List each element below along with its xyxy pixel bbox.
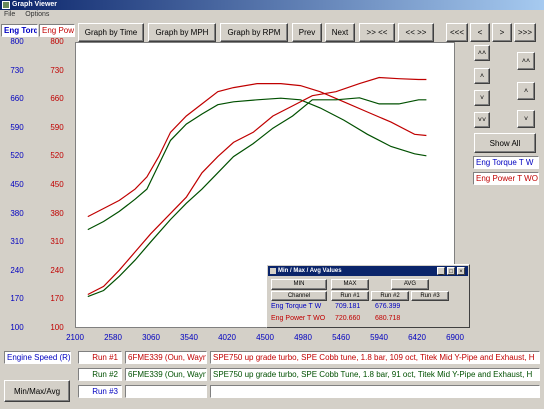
left-axis-tick: 170 [10, 294, 24, 304]
left-axis-tick: 100 [10, 323, 24, 332]
run-label-3[interactable]: Run #3 [78, 385, 122, 398]
run1-header: Run #1 [331, 291, 369, 301]
left-scale-up-up-button[interactable]: ˄˄ [474, 45, 490, 61]
dialog-run2-value-2: 680.718 [375, 315, 401, 322]
scroll-far-right-button[interactable]: >>> [514, 23, 536, 42]
min-button[interactable]: MIN [271, 279, 327, 290]
right-axis-tick: 660 [50, 94, 64, 104]
x-axis-tick: 3540 [180, 333, 198, 342]
dialog-channel-2: Eng Power T WO [271, 315, 326, 322]
title-bar: Graph Viewer [0, 0, 544, 10]
x-channel-field[interactable]: Engine Speed (R) [4, 351, 71, 364]
series-line-1 [87, 82, 427, 218]
close-button[interactable]: × [457, 267, 465, 275]
dialog-title-bar: Min / Max / Avg Values _ □ × [268, 266, 468, 276]
right-axis-tick: 450 [50, 180, 64, 189]
dialog-title: Min / Max / Avg Values [278, 268, 342, 274]
x-axis-tick: 6900 [446, 333, 464, 342]
dialog-run1-value-2: 720.660 [335, 315, 361, 322]
legend-power[interactable]: Eng Power T WO [473, 172, 539, 185]
series-line-4 [87, 97, 427, 298]
right-scale-down-button[interactable]: ˅ [517, 110, 535, 128]
window-title: Graph Viewer [12, 1, 58, 8]
next-button[interactable]: Next [325, 23, 355, 42]
min-max-avg-dialog: Min / Max / Avg Values _ □ × MIN MAX AVG… [266, 264, 470, 328]
menu-file[interactable]: File [4, 11, 16, 18]
legend-torque[interactable]: Eng Torque T W [473, 156, 539, 169]
minimize-button[interactable]: _ [437, 267, 445, 275]
left-axis-tick: 450 [10, 180, 24, 189]
graph-by-mph-button[interactable]: Graph by MPH [148, 23, 216, 42]
left-axis-tick: 520 [10, 151, 24, 161]
left-axis-tick: 380 [10, 208, 24, 218]
x-axis-tick: 5460 [332, 333, 350, 342]
right-axis-tick: 380 [50, 208, 64, 218]
x-axis-tick: 2100 [66, 333, 84, 342]
run-description-2[interactable]: SPE750 up grade turbo, SPE Cobb Tune, 1.… [210, 368, 540, 381]
left-axis-tick: 800 [10, 37, 24, 46]
series-line-2 [87, 97, 427, 231]
right-axis-tick: 170 [50, 294, 64, 304]
x-axis-tick: 4500 [256, 333, 274, 342]
graph-by-rpm-button[interactable]: Graph by RPM [220, 23, 288, 42]
run-label-2[interactable]: Run #2 [78, 368, 122, 381]
dialog-run1-value-1: 709.181 [335, 303, 361, 310]
zoom-in-button[interactable]: >> << [359, 23, 395, 42]
x-axis-tick: 6420 [408, 333, 426, 342]
x-axis-tick: 4980 [294, 333, 312, 342]
right-axis-header: Eng Powe [39, 24, 75, 37]
prev-button[interactable]: Prev [292, 23, 322, 42]
max-button[interactable]: MAX [331, 279, 369, 290]
series-line-3 [87, 76, 427, 296]
right-axis-tick: 730 [50, 65, 64, 75]
run-description-3[interactable] [210, 385, 540, 398]
left-axis-header: Eng Torq [1, 24, 38, 37]
x-axis-tick: 5940 [370, 333, 388, 342]
left-scale-down-down-button[interactable]: ˅˅ [474, 112, 490, 128]
right-axis-tick: 100 [50, 323, 64, 332]
zoom-out-button[interactable]: << >> [398, 23, 434, 42]
left-axis-tick: 730 [10, 65, 24, 75]
dialog-icon [270, 268, 276, 274]
chart-svg [87, 76, 427, 298]
x-axis-tick: 3060 [142, 333, 160, 342]
right-axis-tick: 520 [50, 151, 64, 161]
menu-bar: File Options [0, 10, 544, 20]
right-axis-tick: 800 [50, 37, 64, 46]
left-axis-tick: 240 [10, 265, 24, 275]
show-all-button[interactable]: Show All [474, 133, 536, 153]
min-max-avg-button[interactable]: Min/Max/Avg [4, 380, 70, 402]
run-description-1[interactable]: SPE750 up grade turbo, SPE Cobb tune, 1.… [210, 351, 540, 364]
right-axis-tick: 590 [50, 122, 64, 132]
left-scale-down-button[interactable]: ˅ [474, 90, 490, 106]
dialog-channel-1: Eng Torque T W [271, 303, 322, 310]
menu-options[interactable]: Options [25, 11, 50, 18]
run-name-3[interactable] [125, 385, 207, 398]
left-axis-tick: 310 [10, 237, 24, 247]
left-axis-tick: 660 [10, 94, 24, 104]
scroll-right-button[interactable]: > [492, 23, 512, 42]
run-label-1[interactable]: Run #1 [78, 351, 122, 364]
run3-header: Run #3 [411, 291, 449, 301]
avg-button[interactable]: AVG [391, 279, 429, 290]
scroll-left-button[interactable]: < [470, 23, 490, 42]
channel-header: Channel [271, 291, 327, 301]
x-axis-tick: 2580 [104, 333, 122, 342]
maximize-button[interactable]: □ [447, 267, 455, 275]
graph-by-time-button[interactable]: Graph by Time [78, 23, 144, 42]
right-scale-up-up-button[interactable]: ˄˄ [517, 52, 535, 70]
x-axis-tick: 4020 [218, 333, 236, 342]
run-name-1[interactable]: 6FME339 (Oun, Wayn [125, 351, 207, 364]
left-scale-up-button[interactable]: ˄ [474, 68, 490, 84]
scroll-far-left-button[interactable]: <<< [446, 23, 468, 42]
run2-header: Run #2 [371, 291, 409, 301]
right-scale-up-button[interactable]: ˄ [517, 82, 535, 100]
app-icon [2, 1, 10, 9]
right-axis-tick: 310 [50, 237, 64, 247]
left-axis-tick: 590 [10, 122, 24, 132]
run-name-2[interactable]: 6FME339 (Oun, Wayn [125, 368, 207, 381]
right-axis-tick: 240 [50, 265, 64, 275]
dialog-run2-value-1: 676.399 [375, 303, 401, 310]
